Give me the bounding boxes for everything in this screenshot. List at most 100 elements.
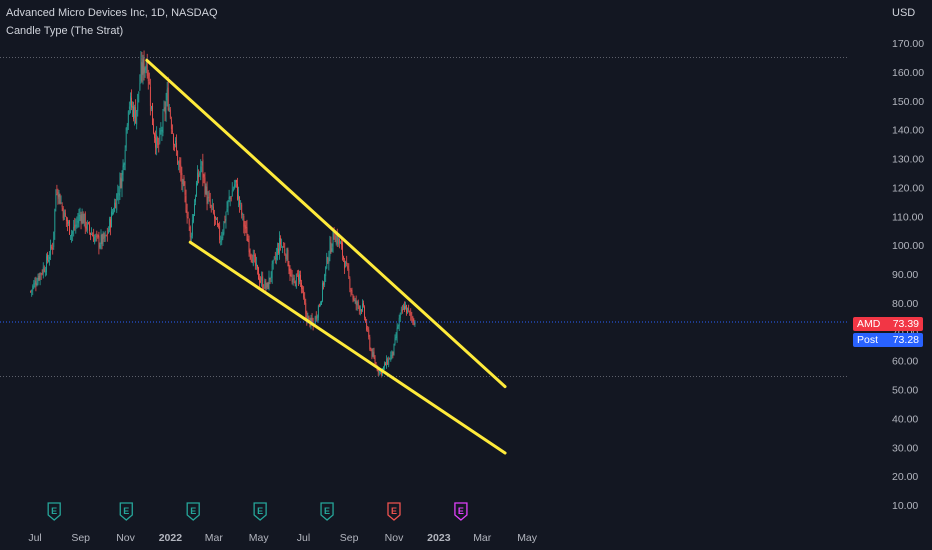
earnings-marker-label: E (458, 506, 464, 516)
candle-body (85, 226, 87, 229)
candle-body (118, 193, 120, 196)
candle-body (125, 128, 127, 148)
candle-body (207, 196, 209, 204)
candle-body (222, 232, 224, 239)
post-price-value: 73.28 (892, 334, 919, 346)
candle-body (246, 227, 248, 241)
candle-body (322, 282, 323, 301)
candle-body (31, 289, 33, 292)
candle-body (74, 224, 76, 228)
candle-body (198, 174, 200, 178)
candle-body (205, 185, 207, 194)
candle-body (203, 175, 205, 177)
candle-body (366, 321, 368, 330)
candle-body (314, 316, 316, 325)
candle-body (93, 235, 95, 242)
candle-body (405, 305, 406, 309)
candle-body (158, 143, 160, 146)
y-tick-label: 80.00 (892, 298, 918, 310)
earnings-marker[interactable]: E (387, 502, 401, 521)
candle-body (323, 283, 325, 286)
candle-body (362, 303, 363, 311)
candle-body (190, 235, 192, 238)
candle-body (293, 277, 295, 281)
x-tick-label: 2023 (427, 532, 451, 544)
candle-body (61, 204, 63, 208)
earnings-marker-label: E (190, 506, 196, 516)
candle-body (262, 276, 264, 288)
candle-body (135, 107, 137, 124)
candle-body (131, 97, 132, 108)
candle-body (330, 242, 332, 253)
candle-body (217, 220, 218, 225)
candle-body (294, 281, 296, 287)
candle-body (377, 369, 379, 372)
candle-body (380, 370, 382, 375)
earnings-marker[interactable]: E (454, 502, 468, 521)
trendline[interactable] (145, 58, 507, 389)
candle-body (56, 192, 58, 194)
candle-body (404, 306, 405, 310)
candle-body (221, 236, 223, 242)
candle-body (249, 250, 251, 254)
candle-body (358, 306, 360, 311)
x-tick-label: Sep (71, 532, 90, 544)
candle-body (36, 283, 38, 286)
trendline[interactable] (188, 240, 507, 455)
candle-body (103, 233, 105, 240)
candle-body (279, 238, 280, 255)
candle-body (289, 268, 291, 277)
candle-body (58, 192, 60, 197)
candle-body (40, 273, 42, 275)
candle-body (90, 233, 91, 235)
candle-body (176, 143, 178, 151)
candle-body (228, 197, 230, 200)
candle-body (352, 294, 354, 300)
candle-body (49, 257, 50, 259)
candle-body (265, 282, 267, 289)
x-tick-label: Mar (205, 532, 224, 544)
candle-body (341, 241, 342, 245)
candle-body (333, 232, 335, 240)
candle-body (281, 245, 283, 247)
candle-body (216, 218, 217, 220)
candle-body (357, 301, 359, 306)
candle-body (368, 329, 370, 338)
indicator-label[interactable]: Candle Type (The Strat) (6, 25, 124, 37)
candle-body (345, 261, 347, 268)
candle-body (239, 196, 241, 206)
candle-body (286, 248, 288, 261)
candle-body (400, 309, 402, 312)
candle-body (134, 106, 136, 118)
candle-body (35, 282, 37, 286)
candle-body (43, 268, 45, 272)
x-tick-label: 2022 (159, 532, 183, 544)
candle-body (257, 264, 258, 269)
candle-body (214, 213, 215, 219)
earnings-marker[interactable]: E (119, 502, 133, 521)
candle-body (275, 253, 277, 260)
candle-body (391, 350, 393, 357)
candle-body (263, 287, 265, 289)
candle-body (94, 236, 96, 243)
candle-body (392, 351, 394, 355)
y-tick-label: 120.00 (892, 182, 924, 194)
candle-body (229, 196, 231, 199)
earnings-marker-icon (454, 502, 468, 521)
candle-body (277, 248, 278, 255)
candle-body (152, 102, 153, 125)
candle-body (73, 226, 75, 232)
earnings-marker[interactable]: E (320, 502, 334, 521)
earnings-marker[interactable]: E (186, 502, 200, 521)
candle-body (243, 215, 245, 227)
candle-body (95, 235, 97, 237)
candle-body (321, 300, 322, 305)
candle-body (30, 291, 32, 292)
candle-body (346, 261, 348, 264)
earnings-marker[interactable]: E (253, 502, 267, 521)
candle-body (33, 283, 35, 288)
candle-body (240, 203, 242, 204)
earnings-marker[interactable]: E (47, 502, 61, 521)
candle-body (157, 137, 159, 145)
